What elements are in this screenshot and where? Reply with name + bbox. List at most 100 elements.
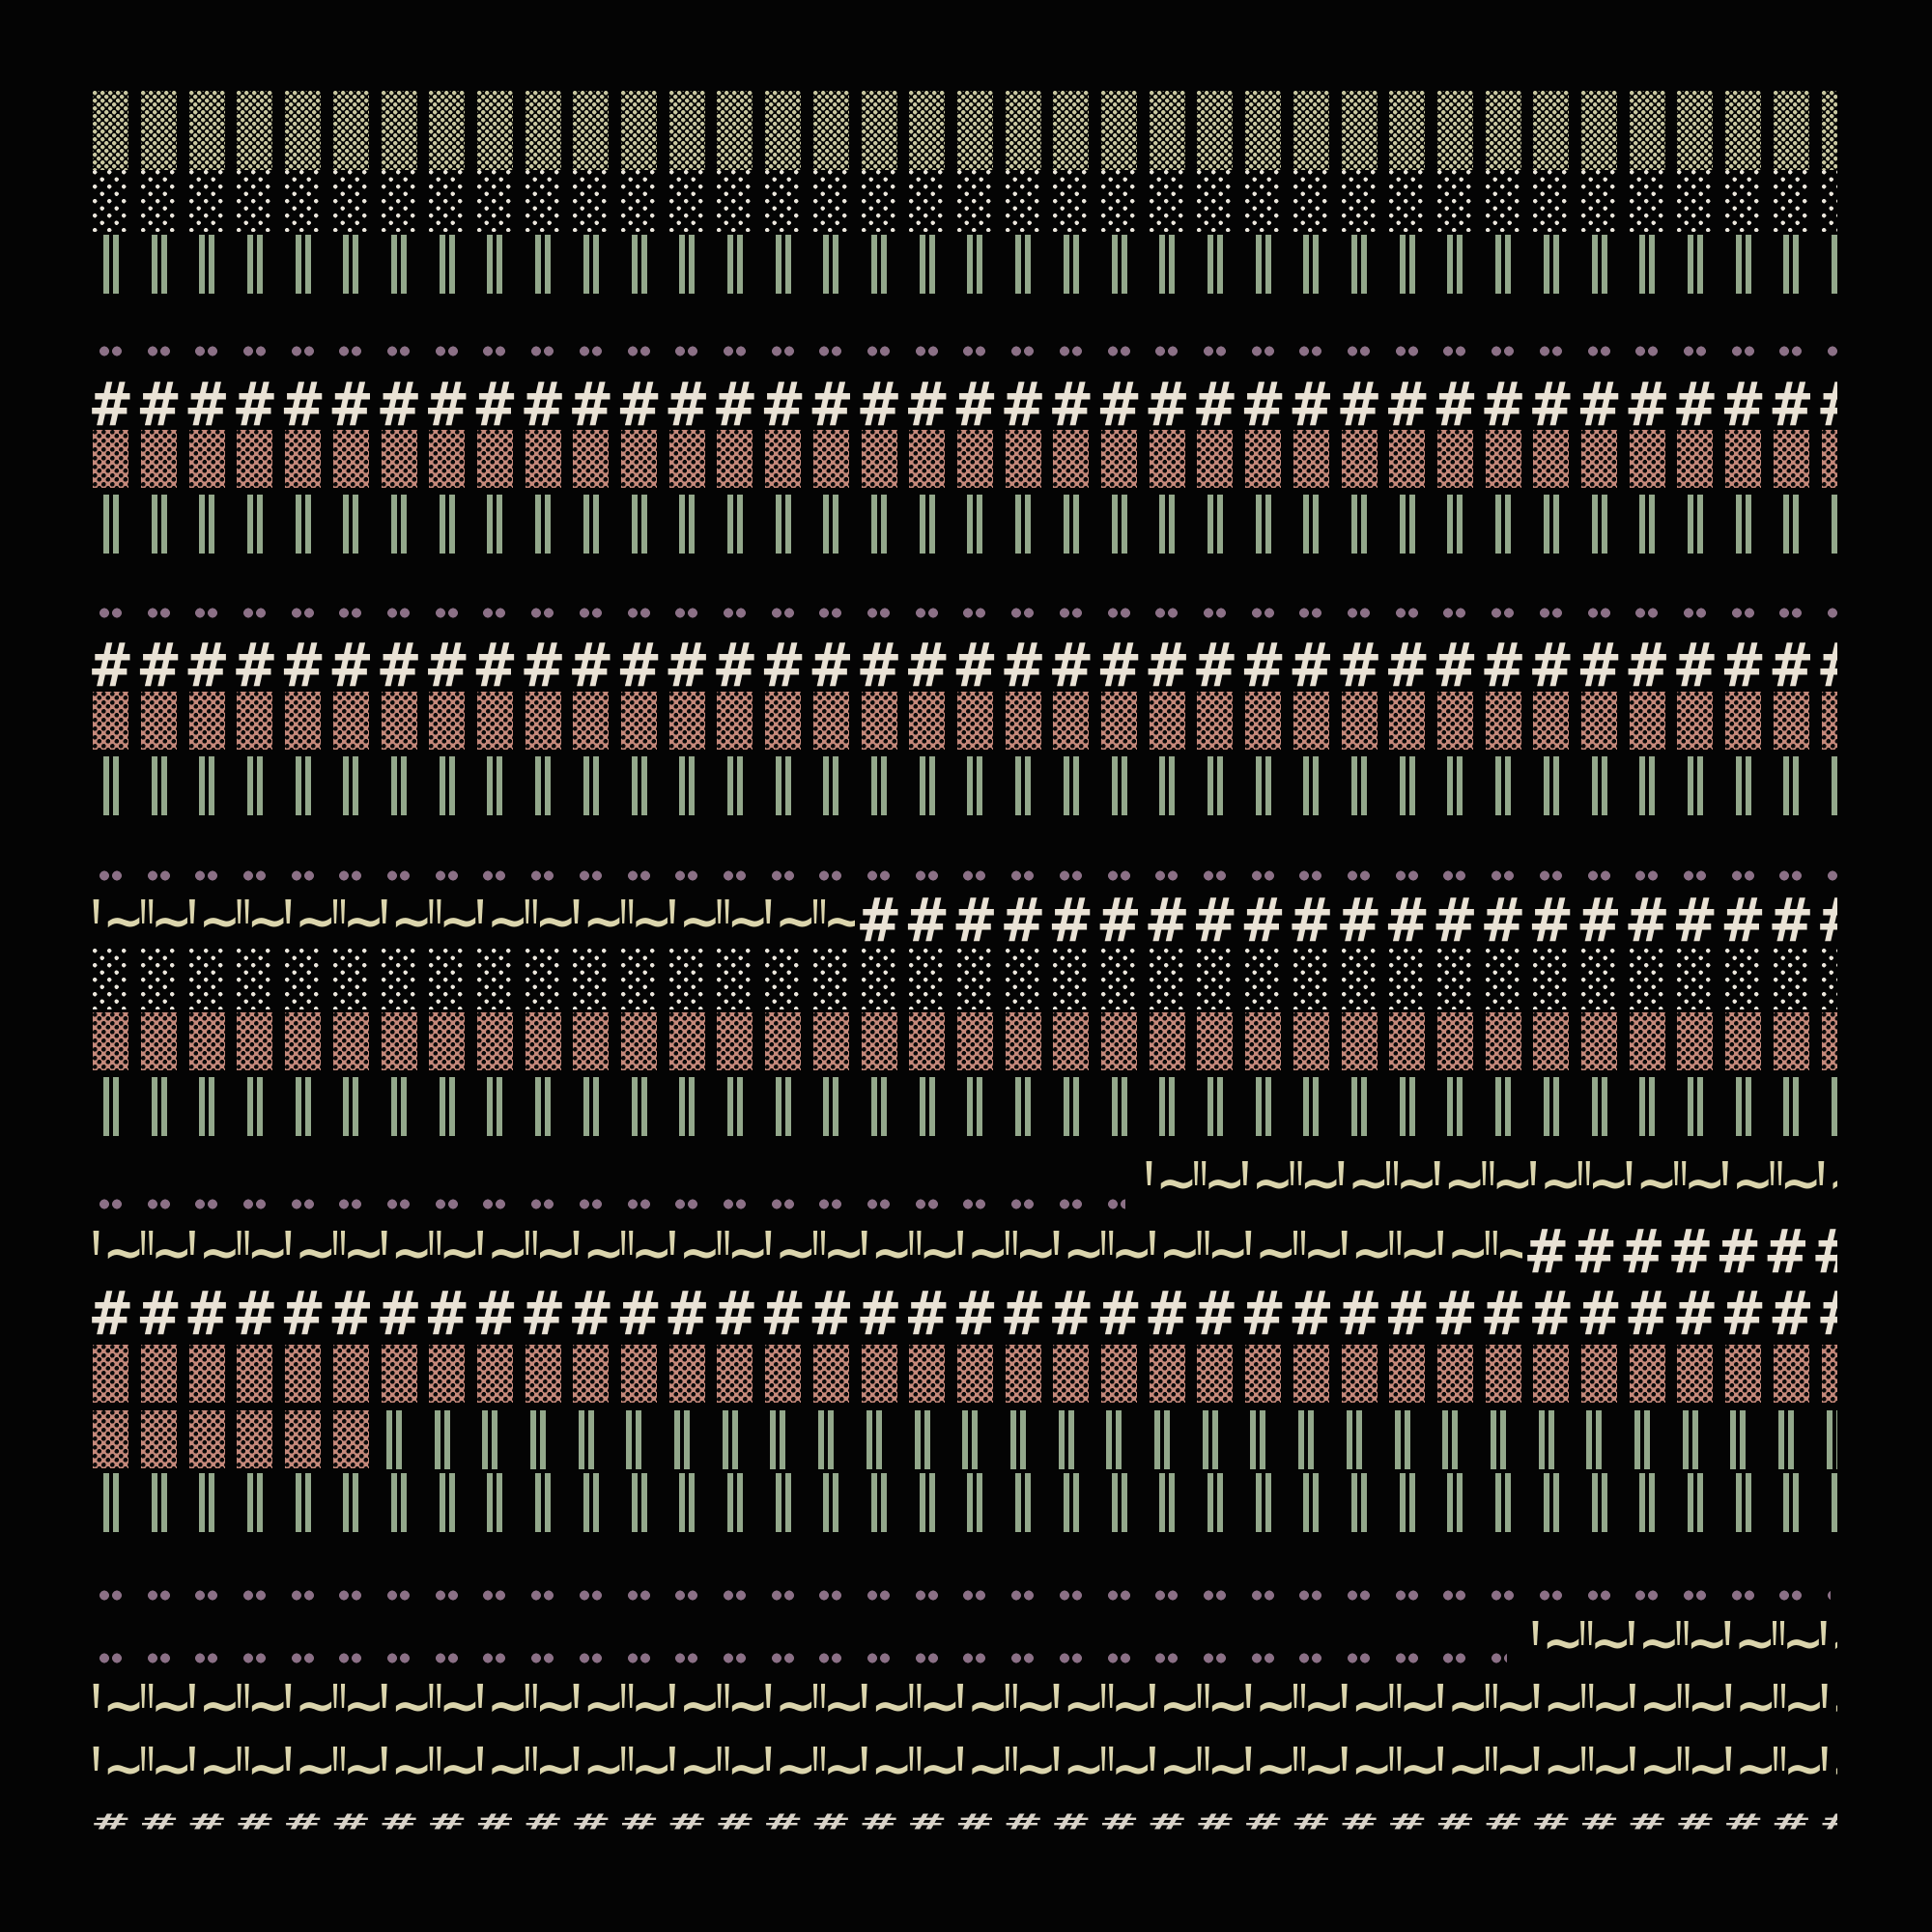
row-hash: ###################################### — [87, 639, 1837, 694]
tick-tilde-glyph: ~ — [615, 897, 672, 938]
double-bar-glyph — [1239, 756, 1288, 815]
hash-glyph: # — [1624, 1288, 1670, 1342]
block-pink-glyph — [952, 1345, 1000, 1403]
tick-tilde-glyph: ~ — [1576, 1745, 1633, 1785]
double-bar-glyph — [375, 235, 423, 294]
dot-pair-glyph — [1815, 607, 1837, 620]
hash-glyph: # — [1672, 639, 1719, 694]
block-pink-glyph — [1047, 1345, 1095, 1403]
dot-pair-glyph — [1576, 1589, 1624, 1603]
double-bar-glyph — [850, 1410, 898, 1469]
dot-pair-glyph — [855, 869, 903, 883]
block-pink-glyph — [471, 1345, 520, 1403]
block-pink-glyph — [1383, 1012, 1432, 1070]
hash-glyph: # — [1624, 379, 1670, 433]
dot-pair-glyph — [615, 1652, 664, 1665]
dot-pair-glyph — [183, 607, 231, 620]
dot-pair-glyph — [903, 607, 952, 620]
double-bar-glyph — [1671, 495, 1719, 554]
tick-tilde-glyph: ~ — [808, 897, 855, 938]
hash-glyph: # — [1720, 379, 1767, 433]
row-dots — [87, 607, 1837, 620]
double-bar-glyph — [1618, 1410, 1666, 1469]
block-pink-glyph — [1047, 692, 1095, 750]
block-pink-glyph — [808, 430, 856, 488]
dither-sparse-glyph — [1335, 170, 1383, 232]
row-block-pink — [87, 692, 1837, 750]
tick-tilde-glyph: ~ — [1576, 1682, 1633, 1722]
double-bar-glyph — [1143, 756, 1191, 815]
block-pink-glyph — [231, 1345, 279, 1403]
double-bar-glyph — [327, 1473, 376, 1532]
hash-glyph: # — [88, 379, 134, 433]
dot-pair-glyph — [1576, 607, 1624, 620]
tick-tilde-glyph: ~ — [1719, 1682, 1777, 1722]
dither-sparse-glyph — [87, 949, 135, 1009]
double-bar-glyph — [1810, 1410, 1837, 1469]
double-bar-glyph — [375, 1473, 423, 1532]
dot-pair-glyph — [1623, 345, 1671, 358]
dot-pair-glyph — [1432, 1652, 1480, 1665]
tick-tilde-glyph: ~ — [87, 1682, 145, 1722]
tick-tilde-glyph: ~ — [1815, 1745, 1837, 1785]
block-pink-glyph — [279, 430, 327, 488]
dot-pair-glyph — [1479, 1589, 1527, 1603]
block-pink-glyph — [1479, 692, 1527, 750]
hash-glyph: # — [1815, 1288, 1837, 1342]
double-bar-glyph — [1719, 756, 1768, 815]
double-bar-glyph — [1191, 235, 1239, 294]
dot-pair-glyph — [759, 345, 808, 358]
dot-pair-glyph — [1815, 1589, 1831, 1603]
hash-glyph: # — [856, 895, 902, 949]
tick-tilde-glyph: ~ — [1140, 1159, 1198, 1200]
dither-sparse-glyph — [1623, 170, 1671, 232]
hash-glyph: # — [1480, 379, 1526, 433]
dot-pair-glyph — [999, 869, 1047, 883]
tick-tilde-glyph: ~ — [1764, 1159, 1822, 1200]
double-bar-glyph — [375, 495, 423, 554]
block-pink-glyph — [279, 1410, 327, 1468]
tick-tilde-glyph: ~ — [1572, 1159, 1630, 1200]
double-bar-glyph — [952, 495, 1000, 554]
block-pink-glyph — [87, 692, 135, 750]
hash-glyph: # — [1192, 379, 1238, 433]
dot-pair-glyph — [999, 1652, 1047, 1665]
dither-sparse-glyph — [183, 949, 231, 1009]
block-pink-glyph — [808, 692, 856, 750]
dot-pair-glyph — [1095, 1198, 1125, 1211]
dot-pair-glyph — [999, 1198, 1047, 1211]
hash-glyph: # — [1667, 1226, 1714, 1280]
block-pink-glyph — [1576, 1012, 1624, 1070]
block-pink-glyph — [711, 430, 759, 488]
hash-glyph: # — [1384, 1288, 1431, 1342]
dither-sparse-glyph — [1288, 170, 1336, 232]
dither-sparse-glyph — [1479, 949, 1527, 1009]
hash-glyph: # — [1000, 1288, 1046, 1342]
block-pink-glyph — [615, 430, 664, 488]
dither-sparse-glyph — [663, 170, 711, 232]
dot-pair-glyph — [1768, 607, 1816, 620]
double-bar-glyph — [519, 1077, 567, 1136]
double-bar-glyph — [1335, 756, 1383, 815]
tick-tilde-glyph: ~ — [808, 1745, 865, 1785]
hash-glyph: # — [1000, 639, 1046, 694]
tick-tilde-glyph: ~ — [567, 897, 625, 938]
dot-pair-glyph — [808, 1589, 856, 1603]
dither-sparse-glyph — [1239, 949, 1288, 1009]
dot-pair-glyph — [87, 1198, 135, 1211]
dot-pair-glyph — [567, 607, 615, 620]
double-bar-glyph — [903, 1473, 952, 1532]
dot-pair-glyph — [1623, 607, 1671, 620]
dither-sparse-glyph — [1191, 949, 1239, 1009]
dot-pair-glyph — [903, 1652, 952, 1665]
block-pink-glyph — [1768, 430, 1816, 488]
dither-dense-glyph — [327, 91, 376, 170]
hash-glyph: # — [232, 639, 278, 694]
double-bar-glyph — [759, 495, 808, 554]
row-tilde: ~~~~~~~~ — [1526, 1619, 1837, 1660]
hash-small-glyph: # — [1242, 1809, 1284, 1834]
dither-dense-glyph — [1768, 91, 1816, 170]
double-bar-glyph — [1143, 235, 1191, 294]
dither-dense-glyph — [183, 91, 231, 170]
tick-tilde-glyph: ~ — [615, 1745, 672, 1785]
